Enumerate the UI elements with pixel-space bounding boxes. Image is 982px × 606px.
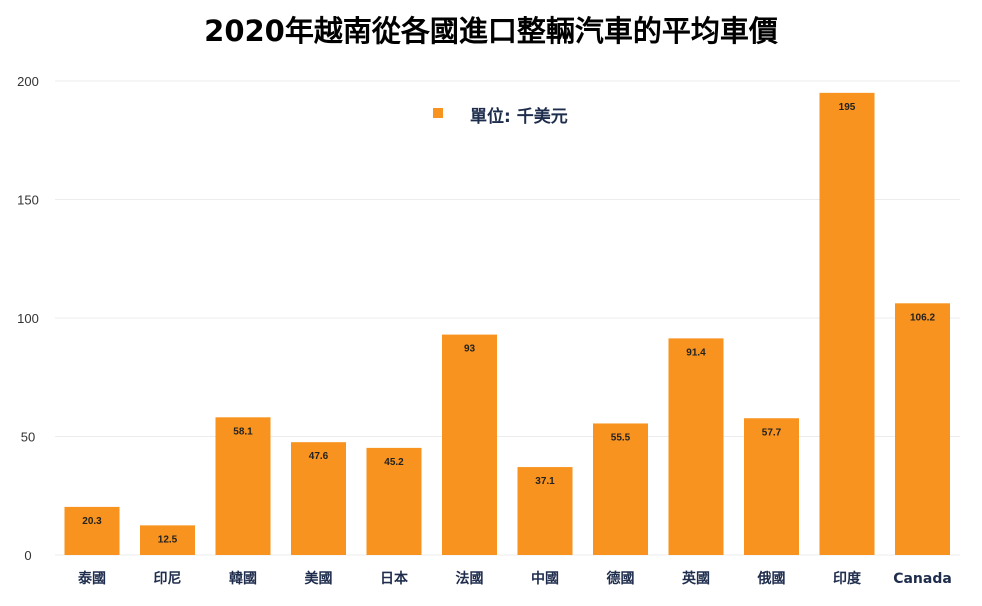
data-label: 58.1 [233, 426, 253, 437]
y-tick-label: 150 [17, 193, 39, 208]
x-tick-label: 印度 [833, 570, 862, 587]
y-tick-label: 100 [17, 311, 39, 326]
y-tick-label: 50 [21, 430, 35, 445]
chart-title: 2020年越南從各國進口整輛汽車的平均車價 [204, 14, 778, 48]
bar [366, 447, 422, 555]
data-label: 20.3 [82, 516, 102, 527]
data-label: 106.2 [910, 312, 935, 323]
data-label: 195 [839, 102, 856, 113]
bar [744, 418, 799, 555]
y-tick-label: 200 [17, 74, 39, 89]
x-tick-label: 中國 [531, 570, 559, 587]
x-tick-label: 日本 [380, 570, 409, 587]
bar [215, 417, 271, 555]
x-tick-label: 法國 [456, 570, 484, 587]
data-label: 57.7 [762, 427, 782, 438]
legend-label: 單位: 千美元 [470, 106, 568, 127]
x-tick-label: 印尼 [154, 570, 182, 587]
bar [517, 467, 573, 555]
data-label: 47.6 [309, 451, 329, 462]
data-label: 91.4 [686, 347, 706, 358]
data-label: 93 [464, 344, 476, 355]
data-label: 45.2 [384, 457, 404, 468]
bar [291, 442, 346, 555]
x-tick-label: 英國 [681, 570, 710, 587]
data-label: 12.5 [158, 534, 178, 545]
x-tick-label: 俄國 [757, 570, 786, 587]
bar [64, 506, 120, 555]
x-tick-label: 美國 [305, 570, 333, 587]
x-tick-label: 德國 [607, 570, 635, 587]
data-label: 37.1 [535, 476, 555, 487]
x-tick-label: 韓國 [229, 570, 257, 587]
bar [819, 92, 875, 555]
bar [668, 338, 724, 555]
y-tick-label: 0 [24, 548, 31, 563]
legend-swatch [433, 108, 443, 118]
bar [593, 423, 648, 555]
data-label: 55.5 [611, 432, 631, 443]
x-tick-label: Canada [893, 571, 952, 587]
x-tick-label: 泰國 [77, 570, 106, 587]
bar [442, 334, 497, 555]
bar [140, 525, 195, 555]
bar [895, 303, 950, 555]
